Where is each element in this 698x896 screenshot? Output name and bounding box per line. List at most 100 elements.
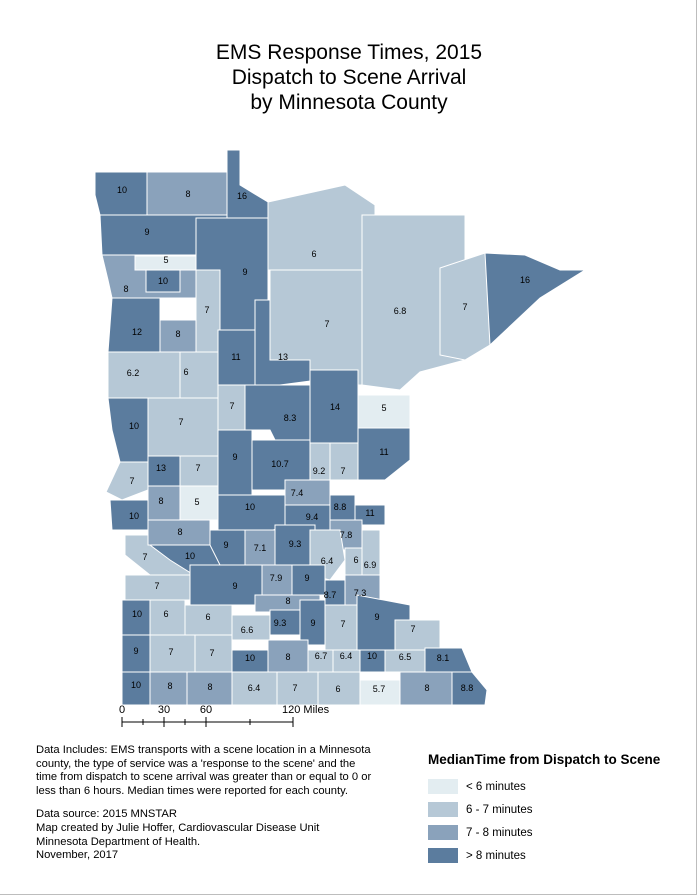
county-label: 7.1 xyxy=(254,543,267,553)
county-label: 9 xyxy=(232,581,237,591)
source-line-2: Map created by Julie Hoffer, Cardiovascu… xyxy=(36,821,320,834)
county-label: 11 xyxy=(365,508,374,518)
county-label: 11 xyxy=(231,352,240,362)
county-label: 7 xyxy=(204,305,209,315)
county-label: 7 xyxy=(340,619,345,629)
county-label: 5.7 xyxy=(373,684,386,694)
county-label: 7 xyxy=(154,581,159,591)
county-label: 8 xyxy=(207,682,212,692)
county-label: 6.4 xyxy=(340,651,353,661)
county-label: 9 xyxy=(374,612,379,622)
county-label: 9 xyxy=(242,267,247,277)
county-label: 10 xyxy=(132,609,142,619)
county-shape xyxy=(145,269,181,293)
legend: MedianTime from Dispatch to Scene < 6 mi… xyxy=(428,752,688,867)
legend-swatch xyxy=(428,848,458,863)
legend-label: < 6 minutes xyxy=(466,780,526,793)
county-label: 7 xyxy=(410,624,415,634)
county-label: 6.8 xyxy=(394,306,407,316)
county-label: 6 xyxy=(335,684,340,694)
legend-swatch xyxy=(428,825,458,840)
county-labels: 10 8 16 9 5 9 8 10 6 16 7 12 8 7 6.8 6.2 6 11 13 7 5 10 7 7 8.3 1… xyxy=(117,185,530,694)
county-shape xyxy=(107,297,161,353)
county-label: 10 xyxy=(245,502,255,512)
county-shape xyxy=(107,351,181,399)
county-label: 6.7 xyxy=(315,651,328,661)
county-shape xyxy=(147,397,219,457)
scale-bar: 0 30 60 120 Miles xyxy=(119,704,330,727)
source-line-1: Data source: 2015 MNSTAR xyxy=(36,808,177,821)
county-shape xyxy=(484,252,587,347)
legend-title: MedianTime from Dispatch to Scene xyxy=(428,752,661,767)
county-label: 10 xyxy=(129,421,139,431)
county-label: 8.1 xyxy=(437,653,450,663)
county-label: 7 xyxy=(142,552,147,562)
county-label: 6.9 xyxy=(364,560,377,570)
county-label: 8.8 xyxy=(461,683,474,693)
county-label: 7 xyxy=(462,302,467,312)
legend-label: 7 - 8 minutes xyxy=(466,826,533,839)
county-shape xyxy=(189,564,263,606)
county-label: 6.5 xyxy=(399,652,412,662)
county-label: 7 xyxy=(195,463,200,473)
county-label: 6 xyxy=(183,367,188,377)
county-label: 16 xyxy=(520,275,530,285)
scale-tick-0: 0 xyxy=(119,704,125,716)
title-line-2: Dispatch to Scene Arrival xyxy=(231,66,467,89)
county-shape xyxy=(105,461,149,501)
legend-item: > 8 minutes xyxy=(428,844,688,867)
county-label: 9 xyxy=(232,452,237,462)
county-shape xyxy=(361,214,466,391)
data-includes-note: Data Includes: EMS transports with a sce… xyxy=(36,744,372,797)
county-label: 8.7 xyxy=(324,590,337,600)
county-label: 6 xyxy=(311,249,316,259)
county-label: 9.3 xyxy=(289,539,302,549)
county-label: 7.4 xyxy=(291,488,304,498)
county-label: 7 xyxy=(168,647,173,657)
county-label: 7.8 xyxy=(340,530,353,540)
legend-label: 6 - 7 minutes xyxy=(466,803,533,816)
county-label: 13 xyxy=(278,352,288,362)
county-label: 7 xyxy=(340,466,345,476)
county-label: 9 xyxy=(133,646,138,656)
county-label: 14 xyxy=(330,402,340,412)
county-label: 16 xyxy=(237,191,247,201)
county-label: 6.6 xyxy=(241,625,254,635)
county-label: 8.3 xyxy=(284,413,297,423)
county-label: 9 xyxy=(304,573,309,583)
title-line-1: EMS Response Times, 2015 xyxy=(215,41,483,64)
county-label: 8 xyxy=(424,683,429,693)
county-label: 9 xyxy=(144,227,149,237)
county-label: 10.7 xyxy=(271,459,289,469)
county-label: 7 xyxy=(209,648,214,658)
county-label: 5 xyxy=(163,255,168,265)
county-label: 8 xyxy=(285,652,290,662)
county-label: 7 xyxy=(324,319,329,329)
county-label: 8 xyxy=(285,596,290,606)
county-label: 7 xyxy=(292,683,297,693)
county-label: 10 xyxy=(158,276,168,286)
county-label: 7 xyxy=(229,401,234,411)
county-label: 9.4 xyxy=(306,512,319,522)
title-line-3: by Minnesota County xyxy=(250,91,448,114)
county-label: 10 xyxy=(185,551,195,561)
county-label: 10 xyxy=(245,653,255,663)
county-shape xyxy=(267,184,376,271)
county-label: 9.3 xyxy=(274,618,287,628)
county-label: 5 xyxy=(194,497,199,507)
county-label: 8 xyxy=(167,681,172,691)
county-label: 8 xyxy=(158,496,163,506)
county-label: 10 xyxy=(131,680,141,690)
source-line-4: November, 2017 xyxy=(36,849,119,862)
county-shape xyxy=(147,485,181,521)
legend-item: < 6 minutes xyxy=(428,775,688,798)
county-label: 9 xyxy=(223,540,228,550)
scale-tick-120: 120 Miles xyxy=(282,704,330,716)
legend-item: 6 - 7 minutes xyxy=(428,798,688,821)
map-title: EMS Response Times, 2015 Dispatch to Sce… xyxy=(0,40,698,115)
county-label: 12 xyxy=(132,327,142,337)
county-label: 8 xyxy=(123,284,128,294)
scale-tick-60: 60 xyxy=(200,704,212,716)
county-label: 6.4 xyxy=(321,556,334,566)
scale-tick-30: 30 xyxy=(158,704,170,716)
